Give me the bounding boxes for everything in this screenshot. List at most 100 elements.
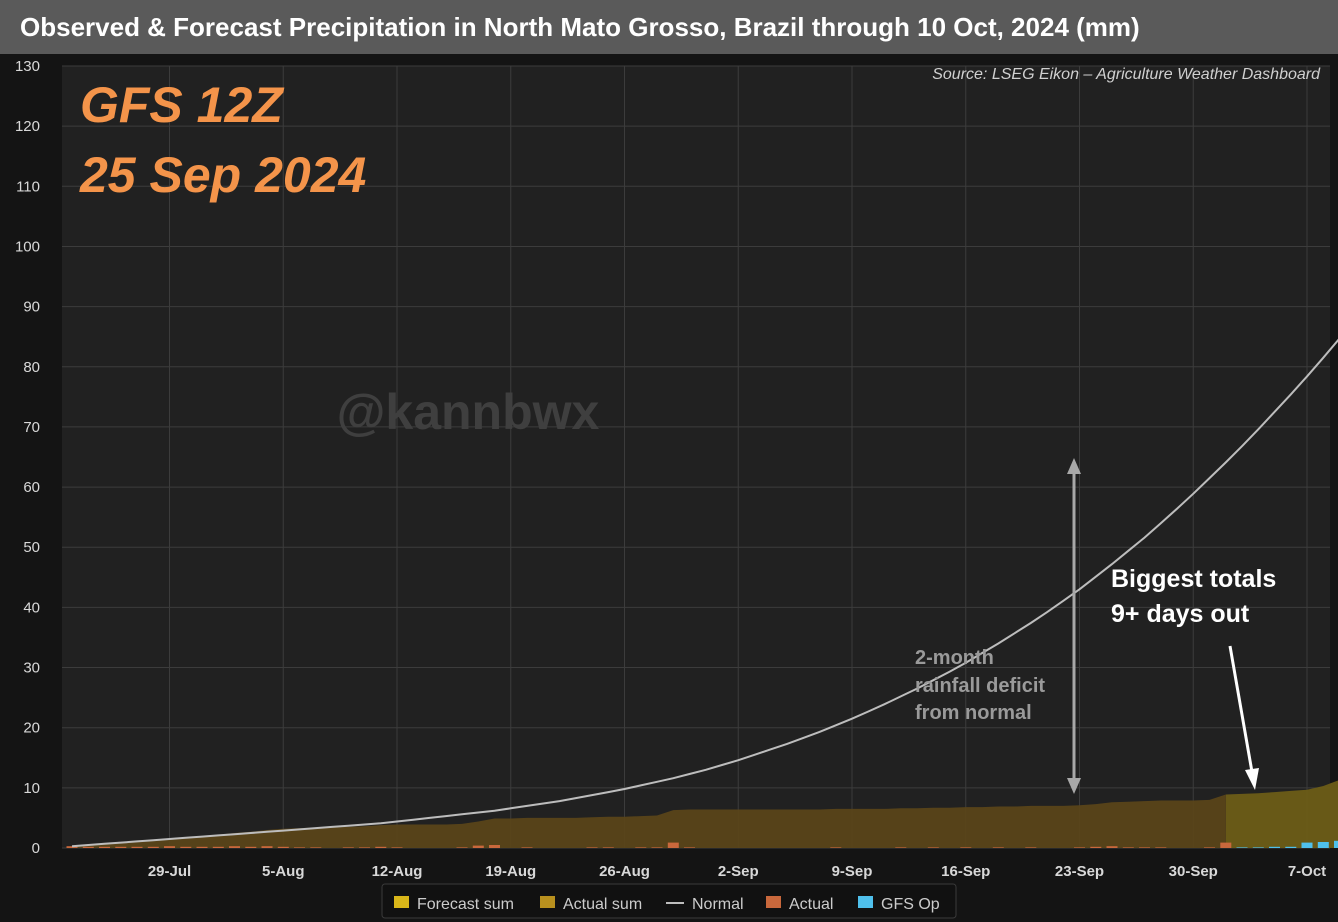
actual-bar xyxy=(212,846,224,848)
y-tick-label: 80 xyxy=(23,359,40,376)
chart-title-bar: Observed & Forecast Precipitation in Nor… xyxy=(0,0,1338,54)
deficit-arrow-head-bottom xyxy=(1067,778,1081,794)
actual-bar xyxy=(245,846,257,848)
actual-bar xyxy=(196,846,208,848)
actual-bar xyxy=(294,847,305,848)
actual-bar xyxy=(895,847,907,848)
plot-area xyxy=(62,66,1330,848)
source-label: Source: LSEG Eikon – Agriculture Weather… xyxy=(932,66,1321,83)
actual-bar xyxy=(1122,847,1134,848)
actual-bar xyxy=(375,846,387,848)
y-tick-label: 30 xyxy=(23,660,40,677)
legend-box xyxy=(381,883,957,919)
x-tick-label: 12-Aug xyxy=(372,863,423,880)
actual-bar xyxy=(229,846,240,848)
actual-bar xyxy=(164,846,175,848)
actual-bar xyxy=(82,846,94,848)
x-tick-label: 5-Aug xyxy=(262,863,305,880)
actual-bar xyxy=(586,847,598,848)
y-tick-label: 40 xyxy=(23,599,40,616)
actual-bar xyxy=(1220,842,1232,848)
actual-bar xyxy=(489,845,500,848)
y-tick-label: 100 xyxy=(15,238,40,255)
actual-bar xyxy=(667,842,679,848)
legend: Forecast sum Actual sum Normal Actual GF… xyxy=(381,883,957,919)
x-axis-ticks: 29-Jul 5-Aug 12-Aug 19-Aug 26-Aug 2-Sep 9-Sep 1… xyxy=(148,863,1326,880)
biggest-totals-line2: 9+ days out xyxy=(1111,600,1250,628)
actual-bar xyxy=(1139,847,1150,848)
y-axis-ticks: 0 10 20 30 40 50 60 70 80 90 100 110 120 130 xyxy=(15,58,40,857)
gfs-op-bar xyxy=(1285,846,1297,848)
biggest-totals-line1: Biggest totals xyxy=(1111,565,1276,593)
y-tick-label: 120 xyxy=(15,118,40,135)
x-tick-label: 2-Sep xyxy=(718,863,759,880)
deficit-arrow-head-top xyxy=(1067,458,1081,474)
gfs-op-bar xyxy=(1252,847,1264,848)
actual-bar xyxy=(651,847,663,848)
actual-bar xyxy=(960,847,972,848)
gfs-op-bar xyxy=(1236,847,1248,848)
chart-title: Observed & Forecast Precipitation in Nor… xyxy=(20,12,1140,42)
run-date-label: 25 Sep 2024 xyxy=(79,147,366,203)
deficit-label-line1: 2-month xyxy=(915,647,994,669)
x-tick-label: 29-Jul xyxy=(148,863,191,880)
actual-bar xyxy=(635,847,647,848)
actual-bar xyxy=(1090,846,1102,848)
biggest-totals-arrow-head xyxy=(1245,768,1259,790)
y-tick-label: 0 xyxy=(32,840,40,857)
gfs-op-bar xyxy=(1301,842,1313,848)
actual-bar xyxy=(147,846,159,848)
actual-bar xyxy=(391,847,403,848)
actual-bar xyxy=(927,847,939,848)
actual-bar xyxy=(1106,846,1118,848)
y-tick-label: 10 xyxy=(23,780,40,797)
y-tick-label: 90 xyxy=(23,299,40,316)
actual-bar xyxy=(115,846,127,848)
normal-line-group xyxy=(71,338,1338,848)
legend-label-actual: Actual xyxy=(789,896,833,913)
legend-swatch-actual xyxy=(766,896,781,908)
actual-bar xyxy=(310,847,322,848)
actual-bar xyxy=(359,847,370,848)
legend-label-normal: Normal xyxy=(692,896,744,913)
actual-bar xyxy=(830,847,842,848)
actual-bar xyxy=(66,846,78,848)
actual-bar xyxy=(602,847,614,848)
actual-bar xyxy=(1025,847,1037,848)
watermark: @kannbwx xyxy=(337,384,600,440)
x-tick-label: 26-Aug xyxy=(599,863,650,880)
legend-swatch-actual-sum xyxy=(540,896,555,908)
actual-bar xyxy=(521,847,533,848)
gfs-op-bar xyxy=(1317,842,1329,848)
legend-swatch-forecast-sum xyxy=(394,896,409,908)
daily-bars xyxy=(66,840,1338,848)
y-tick-label: 110 xyxy=(16,178,40,195)
actual-bar xyxy=(131,846,143,848)
legend-swatch-gfs-op xyxy=(858,896,873,908)
actual-bar xyxy=(180,846,192,848)
precipitation-chart: 0 10 20 30 40 50 60 70 80 90 100 110 120 130 29-Jul 5-… xyxy=(0,54,1338,922)
x-tick-label: 7-Oct xyxy=(1288,863,1326,880)
y-tick-label: 20 xyxy=(23,720,40,737)
actual-bar xyxy=(277,846,289,848)
model-run-label: GFS 12Z xyxy=(80,77,285,133)
actual-bar xyxy=(342,847,354,848)
actual-bar xyxy=(472,845,484,848)
cumulative-areas xyxy=(72,780,1338,848)
actual-bar xyxy=(684,847,695,848)
actual-bar xyxy=(261,846,273,848)
actual-bar xyxy=(99,846,110,848)
x-tick-label: 30-Sep xyxy=(1169,863,1218,880)
gridlines xyxy=(62,65,1330,849)
actual-bar xyxy=(1155,847,1167,848)
actual-bar xyxy=(1204,847,1215,848)
deficit-label-line3: from normal xyxy=(915,702,1032,724)
gfs-op-bar xyxy=(1334,840,1338,848)
x-tick-label: 16-Sep xyxy=(941,863,990,880)
actual-bar xyxy=(1074,847,1085,848)
legend-label-forecast-sum: Forecast sum xyxy=(417,896,514,913)
actual-bar xyxy=(992,847,1004,848)
x-tick-label: 23-Sep xyxy=(1055,863,1104,880)
y-tick-label: 50 xyxy=(23,539,40,556)
legend-label-gfs-op: GFS Op xyxy=(881,896,940,913)
